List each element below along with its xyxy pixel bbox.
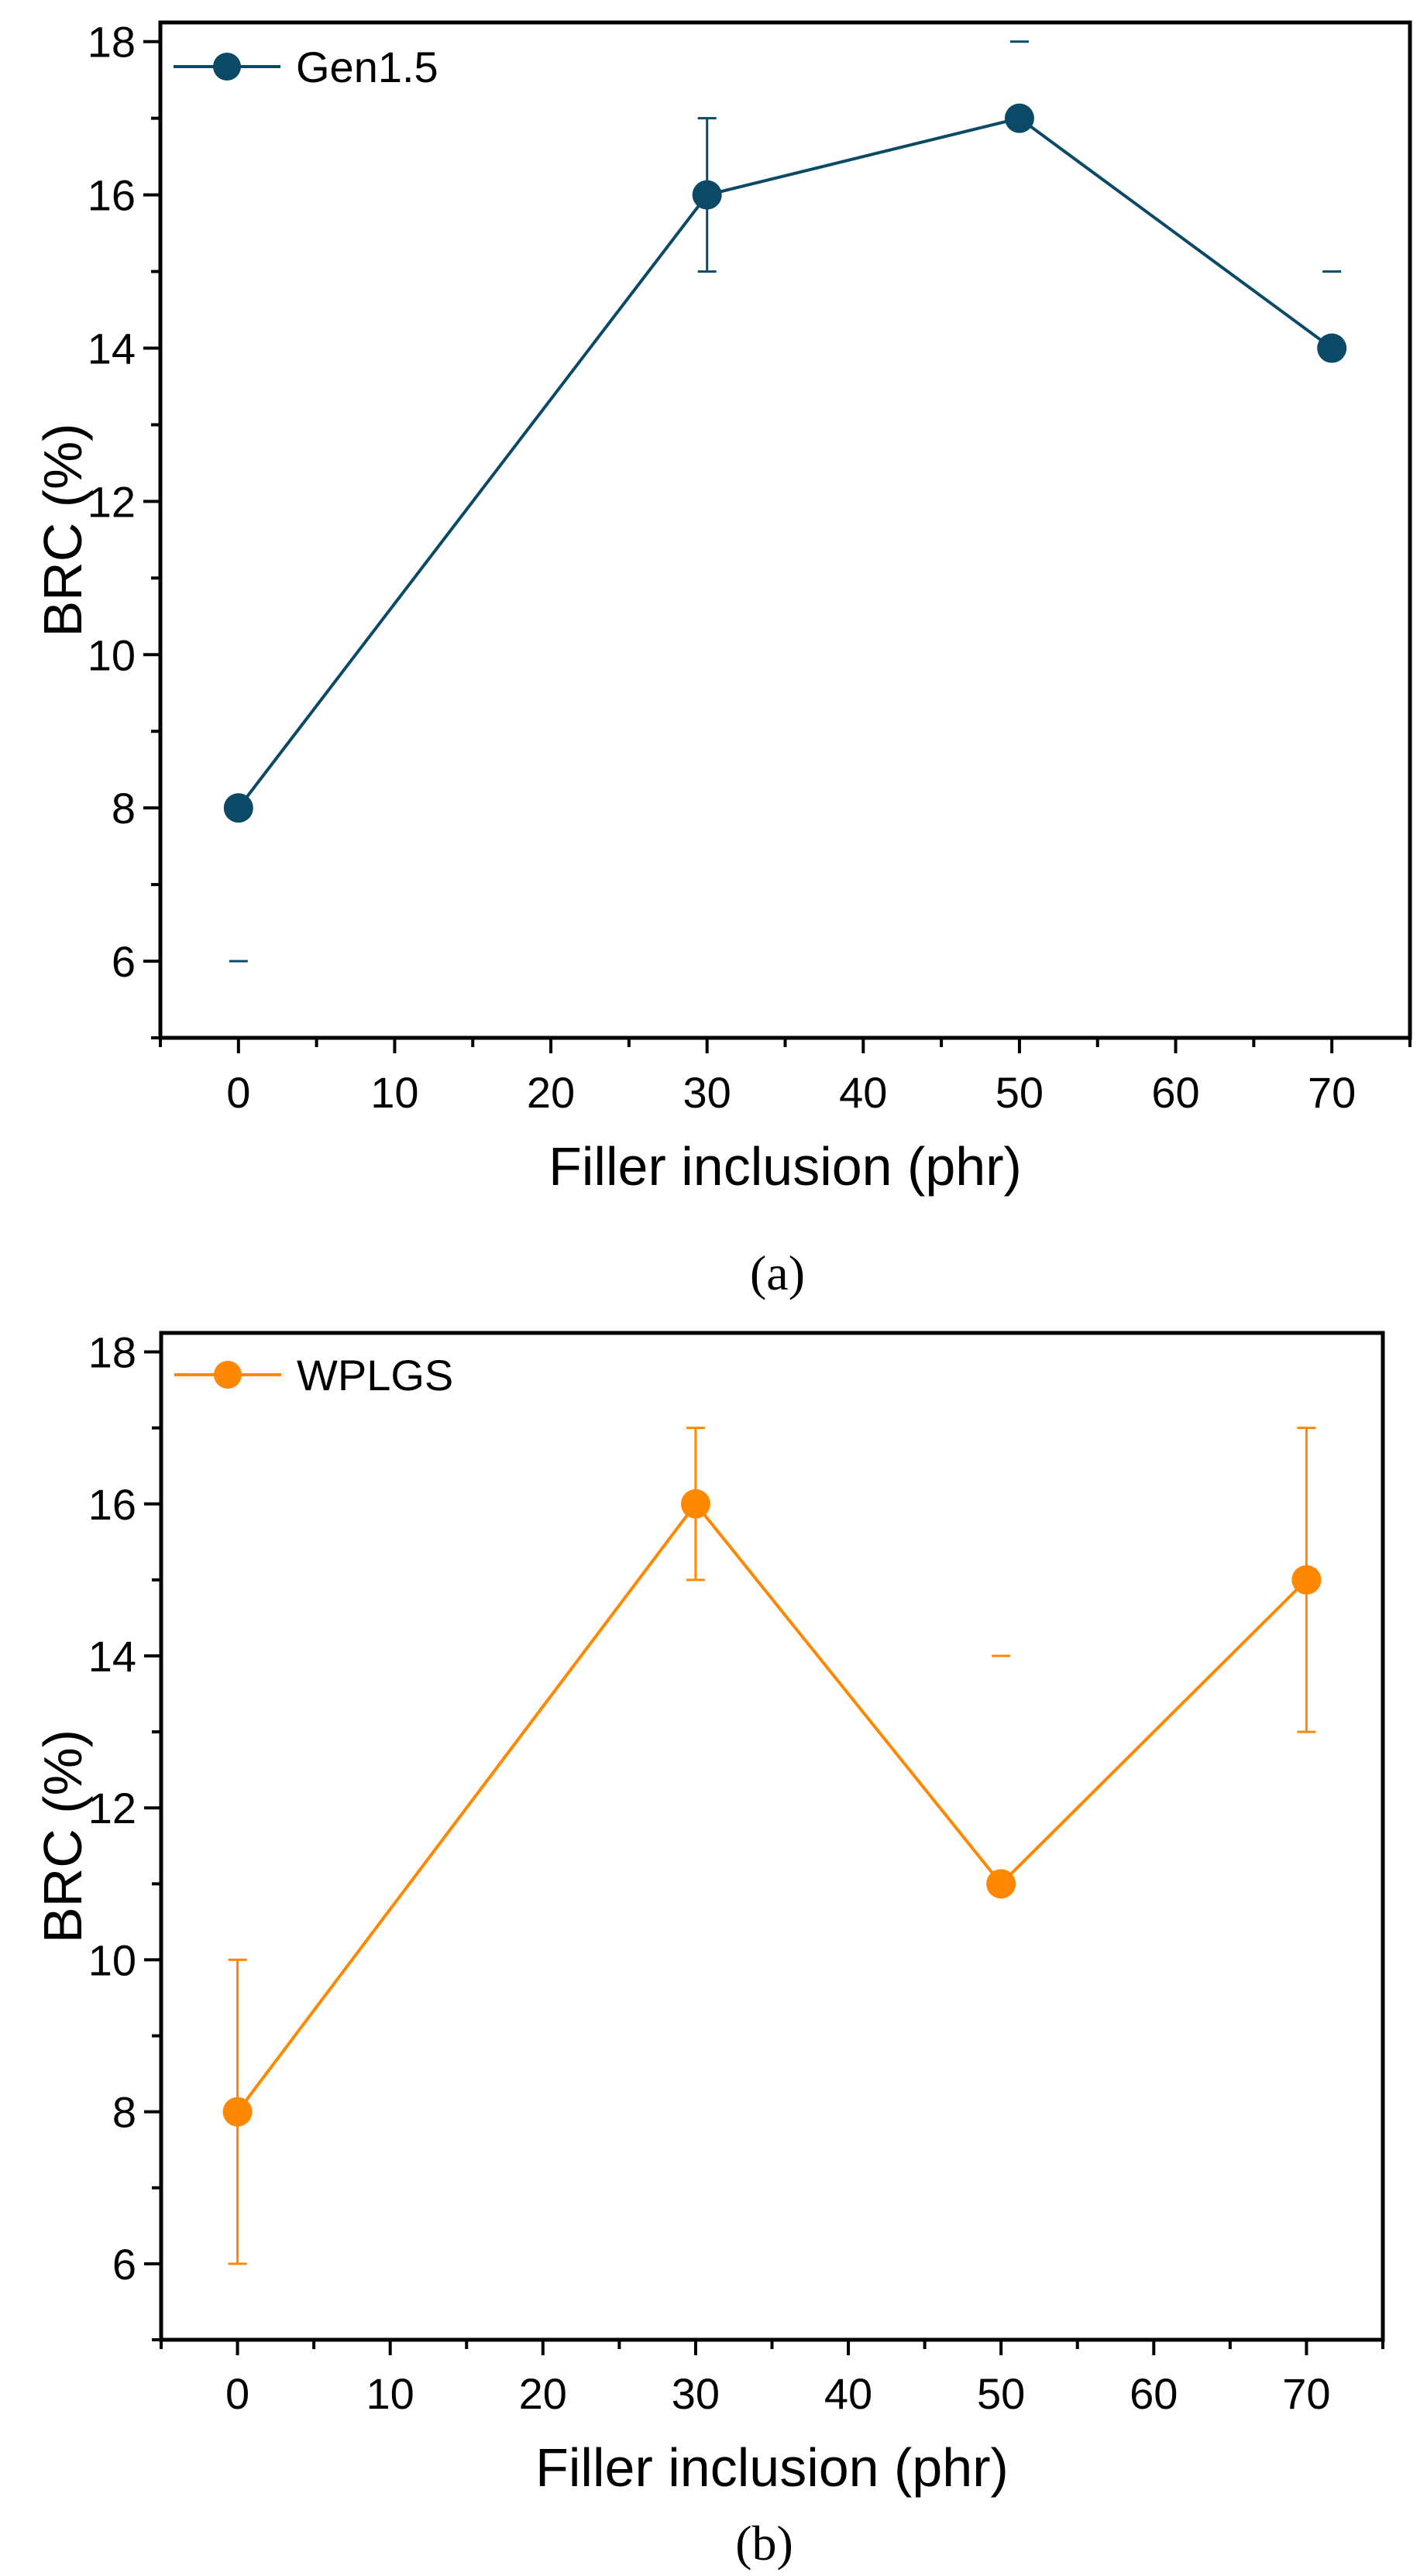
legend-marker (213, 53, 241, 81)
x-tick-label: 70 (1282, 2369, 1330, 2418)
y-tick-label: 6 (112, 937, 136, 986)
x-tick-label: 50 (995, 1068, 1044, 1117)
x-tick-label: 30 (672, 2369, 720, 2418)
legend-label: Gen1.5 (296, 43, 438, 91)
data-point (692, 180, 722, 210)
chart-panel-b: 6 8 10 12 14 16 18 0 10 20 30 40 50 60 70 Filler inclus… (33, 1328, 1385, 2571)
x-tick-label: 40 (839, 1068, 887, 1117)
y-tick-label: 8 (112, 784, 136, 833)
x-tick-label: 40 (824, 2369, 872, 2418)
panel-label: (a) (750, 1245, 805, 1300)
legend-marker (214, 1361, 242, 1389)
y-tick-label: 16 (88, 1480, 136, 1529)
x-axis-title: Filler inclusion (phr) (548, 1136, 1022, 1197)
y-tick-label: 6 (112, 2240, 136, 2289)
x-tick-label: 10 (370, 1068, 418, 1117)
data-point (1317, 333, 1347, 363)
series-line-WPLGS (236, 1501, 1308, 2113)
legend-label: WPLGS (297, 1351, 453, 1400)
chart-panel-a: 6 8 10 12 14 16 18 0 10 20 30 40 50 60 70 Filler inclus… (33, 18, 1412, 1300)
series-line-Gen1.5 (237, 116, 1333, 809)
y-tick-label: 12 (88, 1784, 136, 1832)
y-tick-label: 14 (88, 325, 136, 373)
y-tick-label: 16 (88, 171, 136, 220)
y-tick-label: 8 (112, 2088, 136, 2137)
data-point (222, 2097, 253, 2127)
x-tick-label: 60 (1151, 1068, 1199, 1117)
data-point (223, 793, 253, 823)
x-axis-title: Filler inclusion (phr) (535, 2437, 1009, 2498)
y-tick-label: 18 (88, 1328, 136, 1377)
x-tick-label: 10 (366, 2369, 414, 2418)
plot-frame (159, 1331, 1385, 2342)
x-tick-label: 30 (683, 1068, 731, 1117)
y-tick-label: 12 (88, 477, 136, 526)
x-tick-label: 20 (527, 1068, 575, 1117)
x-tick-label: 20 (519, 2369, 567, 2418)
y-tick-label: 10 (88, 1935, 136, 1984)
data-point (680, 1489, 710, 1519)
x-tick-label: 60 (1130, 2369, 1178, 2418)
x-tick-label: 50 (977, 2369, 1025, 2418)
y-tick-label: 14 (88, 1632, 136, 1681)
x-tick-label: 70 (1308, 1068, 1356, 1117)
data-point (1291, 1564, 1322, 1595)
panel-label: (b) (735, 2516, 793, 2571)
y-tick-label: 10 (88, 630, 136, 679)
data-point (1004, 103, 1034, 133)
x-tick-label: 0 (225, 2369, 249, 2418)
y-tick-label: 18 (88, 18, 136, 67)
y-axis-title: BRC (%) (33, 1729, 93, 1943)
data-point (986, 1869, 1016, 1899)
y-axis-title: BRC (%) (33, 423, 93, 637)
x-tick-label: 0 (226, 1068, 250, 1117)
